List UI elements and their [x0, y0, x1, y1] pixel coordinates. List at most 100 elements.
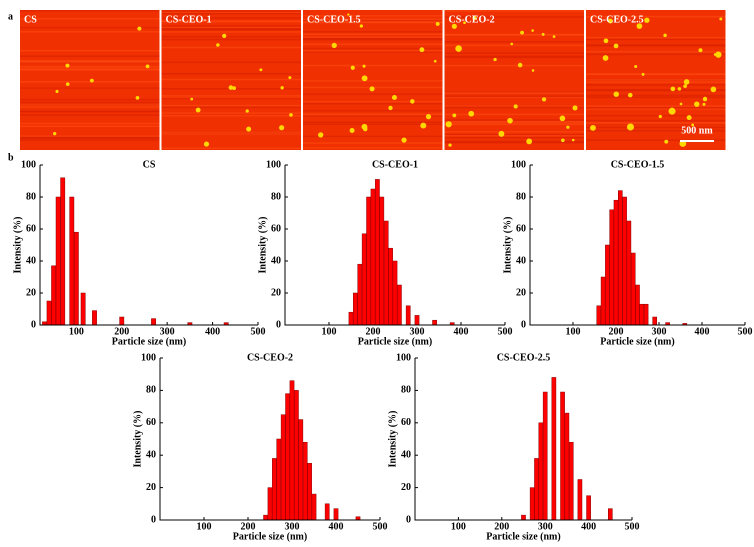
afm-streak	[303, 113, 443, 116]
afm-streak	[161, 35, 301, 38]
afm-streak	[303, 38, 443, 41]
afm-streak	[20, 106, 160, 108]
afm-particle	[559, 115, 566, 122]
afm-streak	[444, 41, 584, 43]
afm-streak	[161, 29, 301, 31]
y-tick-label: 40	[516, 255, 526, 266]
x-tick-label: 100	[69, 326, 84, 337]
afm-streak	[444, 122, 584, 124]
afm-streak	[20, 61, 160, 63]
afm-particle	[190, 97, 194, 101]
afm-particle	[55, 89, 59, 94]
afm-streak	[303, 33, 443, 36]
afm-particle	[280, 86, 284, 90]
afm-particle	[401, 137, 407, 143]
bar	[586, 495, 591, 521]
axes	[159, 358, 380, 521]
chart-title: CS-CEO-1	[372, 159, 418, 170]
y-tick-label: 40	[271, 255, 281, 266]
y-tick-label: 80	[146, 385, 156, 396]
x-tick-label: 300	[410, 326, 425, 337]
y-tick-label: 0	[406, 514, 411, 525]
afm-streak	[161, 133, 301, 135]
afm-streak	[20, 49, 160, 52]
panel-label: b	[8, 152, 14, 163]
afm-particle	[391, 95, 397, 101]
x-axis-label: Particle size (nm)	[233, 531, 307, 542]
afm-streak	[303, 80, 443, 82]
afm-streak	[303, 47, 443, 50]
afm-streak	[20, 81, 160, 83]
afm-streak	[586, 51, 726, 53]
afm-particle	[663, 33, 667, 38]
afm-streak	[20, 65, 160, 68]
afm-streak	[161, 106, 301, 109]
x-tick-label: 300	[160, 326, 175, 337]
bar	[119, 316, 125, 326]
bar	[92, 310, 97, 326]
afm-streak	[586, 105, 726, 107]
afm-particle	[452, 113, 457, 118]
x-tick-label: 100	[451, 521, 466, 532]
afm-particle	[331, 42, 337, 49]
bar	[267, 487, 273, 521]
x-tick-label: 500	[251, 326, 266, 337]
afm-image	[444, 10, 584, 150]
afm-streak	[20, 114, 160, 116]
y-tick-label: 100	[141, 352, 156, 363]
bar	[596, 305, 602, 326]
x-tick-label: 400	[205, 326, 220, 337]
afm-streak	[20, 55, 160, 57]
afm-particle	[89, 78, 94, 83]
afm-particle	[259, 68, 263, 72]
afm-streak	[161, 78, 301, 81]
afm-particle	[288, 76, 292, 80]
bar	[560, 391, 565, 521]
afm-streak	[303, 123, 443, 126]
bar	[69, 196, 75, 326]
afm-streak	[303, 135, 443, 138]
chart-title: CS-CEO-1.5	[611, 159, 665, 170]
bar	[280, 414, 286, 521]
bar	[652, 316, 657, 326]
afm-particle	[658, 114, 662, 119]
afm-particle	[677, 87, 682, 91]
x-axis-label: Particle size (nm)	[358, 336, 432, 347]
image-label: CS-CEO-2	[449, 14, 495, 25]
afm-streak	[20, 135, 160, 137]
afm-streak	[444, 136, 584, 139]
x-tick-label: 300	[285, 521, 300, 532]
afm-particle	[435, 21, 440, 26]
afm-particle	[607, 18, 613, 24]
afm-streak	[20, 10, 160, 12]
afm-streak	[586, 129, 726, 131]
afm-streak	[444, 96, 584, 98]
bar	[370, 188, 376, 326]
afm-particle	[683, 79, 690, 85]
bar	[630, 252, 636, 326]
afm-streak	[444, 64, 584, 67]
bar	[388, 247, 393, 326]
afm-streak	[444, 55, 584, 58]
afm-streak	[444, 121, 584, 123]
afm-particle	[53, 131, 57, 136]
bar	[534, 458, 539, 521]
afm-particle	[644, 17, 650, 23]
afm-streak	[161, 131, 301, 134]
afm-streak	[444, 134, 584, 136]
y-tick-label: 60	[271, 223, 281, 234]
afm-streak	[444, 56, 584, 59]
afm-streak	[444, 16, 584, 18]
bar	[551, 377, 557, 521]
afm-streak	[303, 51, 443, 53]
y-tick-label: 80	[516, 191, 526, 202]
afm-particle	[362, 64, 366, 68]
y-tick-label: 40	[26, 255, 36, 266]
afm-particle	[451, 23, 457, 29]
bar	[609, 209, 614, 326]
x-tick-label: 500	[625, 521, 640, 532]
afm-particle	[627, 92, 633, 98]
x-tick-label: 200	[609, 326, 624, 337]
bar	[397, 284, 402, 326]
